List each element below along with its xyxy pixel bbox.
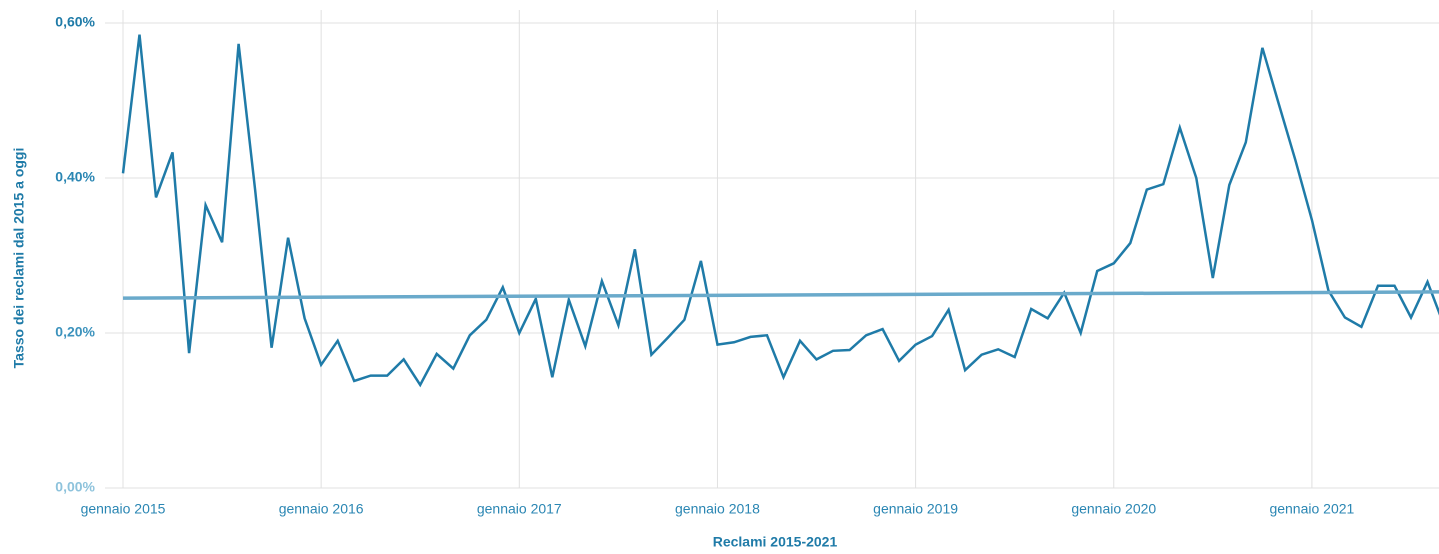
x-tick-label: gennaio 2018 (675, 501, 760, 517)
x-tick-label: gennaio 2017 (477, 501, 562, 517)
y-tick-label: 0,60% (55, 14, 95, 30)
data-line (121, 34, 1439, 388)
y-axis-title: Tasso dei reclami dal 2015 a oggi (11, 148, 27, 369)
x-tick-label: gennaio 2019 (873, 501, 958, 517)
trend-line (122, 290, 1439, 300)
y-tick-label: 0,00% (55, 479, 95, 495)
y-tick-label: 0,20% (55, 324, 95, 340)
x-axis-title: Reclami 2015-2021 (713, 534, 838, 549)
x-tick-label: gennaio 2015 (81, 501, 166, 517)
x-tick-label: gennaio 2016 (279, 501, 364, 517)
x-tick-label: gennaio 2021 (1269, 501, 1354, 517)
x-tick-label: gennaio 2020 (1071, 501, 1156, 517)
y-tick-label: 0,40% (55, 169, 95, 185)
